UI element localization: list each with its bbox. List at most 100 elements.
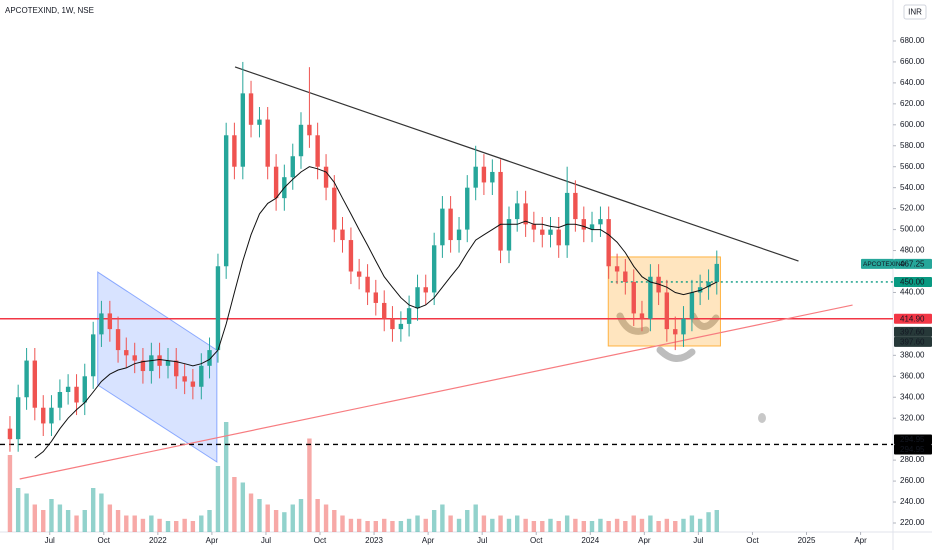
y-tick-label: 640.00 [900, 78, 925, 87]
candle-body [498, 171, 503, 251]
volume-bar [340, 515, 345, 532]
candle-body [124, 350, 129, 356]
volume-bar [382, 518, 387, 532]
volume-bar [548, 518, 553, 532]
candle-body [406, 308, 412, 324]
candle-body [373, 292, 378, 303]
candle-body [41, 407, 46, 424]
volume-bar [248, 493, 254, 532]
candle-body [140, 360, 146, 372]
candle-body [323, 166, 329, 188]
volume-bar [648, 515, 653, 532]
volume-bar [481, 515, 487, 532]
x-tick-label: 2022 [149, 536, 167, 545]
volume-bar [697, 518, 703, 532]
volume-bar [681, 518, 686, 532]
volume-bar [140, 518, 146, 532]
trendline [19, 304, 853, 480]
volume-bar [531, 521, 537, 532]
candle-body [273, 166, 279, 199]
candle-body [606, 219, 611, 267]
volume-bar [490, 518, 495, 532]
candle-body [99, 313, 104, 335]
volume-bar [689, 515, 695, 532]
candle-body [490, 171, 495, 183]
volume-bar [223, 422, 229, 532]
candle-body [174, 360, 179, 377]
volume-bar [365, 521, 370, 532]
candle-body [581, 219, 587, 230]
volume-bar [498, 515, 503, 532]
x-tick-label: Oct [98, 536, 111, 545]
x-tick-label: Apr [206, 536, 219, 545]
candle-body [681, 318, 686, 335]
volume-bar [207, 510, 212, 532]
volume-bar [456, 518, 462, 532]
dot [758, 413, 766, 423]
volume-bar [7, 455, 13, 532]
candle-body [149, 355, 154, 372]
candle-body [465, 187, 470, 230]
candle-body [82, 376, 87, 403]
candle-body [57, 392, 63, 408]
volume-bar [540, 521, 545, 532]
y-tick-label: 660.00 [900, 57, 925, 66]
volume-bar [598, 518, 603, 532]
y-tick-label: 680.00 [900, 36, 925, 45]
price-label-box [894, 444, 932, 455]
volume-bar [390, 521, 395, 532]
candle-body [90, 334, 96, 377]
volume-bar [515, 515, 520, 532]
candle-body [540, 229, 545, 235]
volume-bar [232, 477, 237, 532]
volume-bar [65, 510, 71, 532]
volume-bar [440, 504, 445, 532]
volume-bar [115, 510, 121, 532]
candle-body [639, 313, 645, 319]
candle-body [307, 124, 312, 136]
volume-bar [149, 515, 154, 532]
candle-body [431, 245, 437, 293]
volume-bar [82, 510, 87, 532]
candle-body [15, 397, 21, 440]
volume-bar [581, 521, 587, 532]
candle-body [706, 281, 711, 288]
candle-body [115, 329, 121, 351]
candle-body [49, 407, 54, 424]
moving-average [34, 166, 718, 459]
x-tick-label: Jul [693, 536, 703, 545]
currency-box[interactable] [903, 4, 927, 20]
volume-bar [332, 510, 337, 532]
chart-title: APCOTEXIND, 1W, NSE [5, 6, 94, 15]
volume-bar [473, 504, 478, 532]
candle-body [598, 219, 603, 225]
y-tick-label: 480.00 [900, 246, 925, 255]
price-label: 397.60 [900, 327, 925, 336]
trendline [234, 66, 799, 262]
candle-body [298, 124, 304, 157]
candle-body [473, 166, 478, 188]
x-tick-label: 2023 [365, 536, 383, 545]
price-label: 294.95 [900, 435, 925, 444]
price-label: 397.60 [900, 337, 925, 346]
smiley-mouth [656, 346, 696, 362]
x-tick-label: Apr [638, 536, 651, 545]
candle-body [165, 360, 171, 366]
price-label-box [894, 336, 932, 347]
currency: INR [908, 8, 922, 17]
volume-bar [706, 512, 711, 532]
x-tick-label: Oct [746, 536, 759, 545]
x-tick-label: 2025 [798, 536, 816, 545]
volume-bar [506, 518, 512, 532]
volume-bar [564, 515, 570, 532]
volume-bar [614, 518, 620, 532]
volume-bar [24, 493, 29, 532]
candle-body [523, 203, 528, 225]
volume-bar [423, 518, 428, 532]
candle-body [348, 240, 354, 272]
volume-bar [631, 515, 636, 532]
volume-bar [199, 515, 204, 532]
volume-bar [90, 488, 96, 532]
